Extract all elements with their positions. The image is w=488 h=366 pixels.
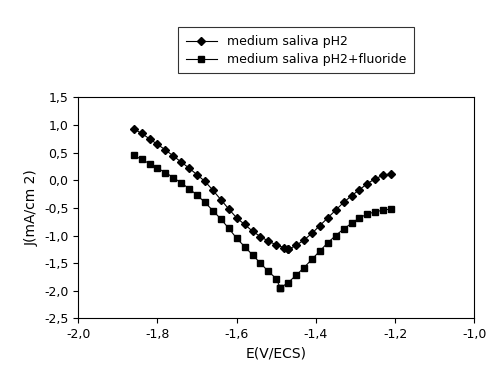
medium saliva pH2+fluoride — [218, 217, 224, 221]
medium saliva pH2+fluoride — [285, 280, 290, 285]
medium saliva pH2+fluoride — [277, 286, 283, 290]
X-axis label: E(V/ECS): E(V/ECS) — [245, 347, 306, 361]
medium saliva pH2+fluoride — [225, 226, 231, 231]
medium saliva pH2 — [241, 222, 247, 227]
medium saliva pH2 — [225, 207, 231, 211]
medium saliva pH2+fluoride — [202, 200, 207, 205]
medium saliva pH2+fluoride — [186, 186, 192, 191]
medium saliva pH2+fluoride — [154, 166, 160, 170]
medium saliva pH2 — [372, 176, 378, 181]
medium saliva pH2 — [162, 148, 168, 152]
medium saliva pH2 — [146, 137, 152, 141]
medium saliva pH2 — [332, 208, 338, 212]
medium saliva pH2 — [316, 223, 322, 228]
medium saliva pH2 — [218, 197, 224, 202]
medium saliva pH2 — [364, 182, 369, 186]
medium saliva pH2+fluoride — [265, 269, 271, 274]
medium saliva pH2 — [285, 247, 290, 251]
medium saliva pH2+fluoride — [308, 257, 314, 261]
medium saliva pH2 — [281, 246, 286, 250]
medium saliva pH2+fluoride — [249, 253, 255, 257]
medium saliva pH2+fluoride — [170, 175, 176, 180]
medium saliva pH2 — [257, 235, 263, 239]
Y-axis label: J(mA/cm 2): J(mA/cm 2) — [24, 169, 39, 246]
medium saliva pH2+fluoride — [348, 221, 354, 225]
medium saliva pH2 — [186, 166, 192, 170]
medium saliva pH2 — [380, 173, 386, 178]
medium saliva pH2+fluoride — [364, 212, 369, 216]
medium saliva pH2+fluoride — [292, 273, 298, 277]
medium saliva pH2 — [130, 127, 136, 131]
medium saliva pH2 — [249, 229, 255, 233]
medium saliva pH2+fluoride — [316, 249, 322, 253]
medium saliva pH2+fluoride — [130, 153, 136, 158]
medium saliva pH2+fluoride — [332, 234, 338, 238]
medium saliva pH2+fluoride — [380, 208, 386, 212]
medium saliva pH2 — [285, 247, 290, 251]
medium saliva pH2+fluoride — [301, 265, 306, 270]
medium saliva pH2+fluoride — [324, 240, 330, 245]
medium saliva pH2 — [233, 216, 239, 220]
medium saliva pH2 — [202, 179, 207, 184]
medium saliva pH2 — [139, 131, 144, 135]
medium saliva pH2 — [178, 160, 184, 164]
medium saliva pH2+fluoride — [194, 193, 200, 197]
medium saliva pH2 — [154, 142, 160, 146]
medium saliva pH2 — [356, 187, 362, 192]
Line: medium saliva pH2+fluoride: medium saliva pH2+fluoride — [131, 153, 393, 291]
medium saliva pH2+fluoride — [139, 157, 144, 161]
medium saliva pH2+fluoride — [162, 170, 168, 175]
medium saliva pH2 — [348, 194, 354, 198]
medium saliva pH2+fluoride — [340, 227, 346, 231]
medium saliva pH2+fluoride — [356, 216, 362, 220]
medium saliva pH2+fluoride — [146, 161, 152, 166]
medium saliva pH2+fluoride — [372, 210, 378, 214]
medium saliva pH2+fluoride — [273, 276, 279, 281]
medium saliva pH2+fluoride — [178, 181, 184, 185]
medium saliva pH2+fluoride — [209, 209, 215, 213]
medium saliva pH2+fluoride — [241, 244, 247, 249]
medium saliva pH2 — [324, 216, 330, 220]
medium saliva pH2 — [209, 188, 215, 193]
medium saliva pH2 — [273, 243, 279, 247]
medium saliva pH2 — [170, 154, 176, 158]
medium saliva pH2 — [301, 238, 306, 242]
medium saliva pH2 — [292, 243, 298, 248]
Legend: medium saliva pH2, medium saliva pH2+fluoride: medium saliva pH2, medium saliva pH2+flu… — [178, 27, 413, 74]
Line: medium saliva pH2: medium saliva pH2 — [131, 126, 393, 252]
medium saliva pH2+fluoride — [277, 286, 283, 290]
medium saliva pH2 — [265, 239, 271, 243]
medium saliva pH2+fluoride — [233, 236, 239, 240]
medium saliva pH2 — [340, 200, 346, 205]
medium saliva pH2+fluoride — [387, 207, 393, 211]
medium saliva pH2 — [387, 171, 393, 176]
medium saliva pH2 — [194, 172, 200, 177]
medium saliva pH2+fluoride — [257, 261, 263, 265]
medium saliva pH2 — [308, 231, 314, 236]
